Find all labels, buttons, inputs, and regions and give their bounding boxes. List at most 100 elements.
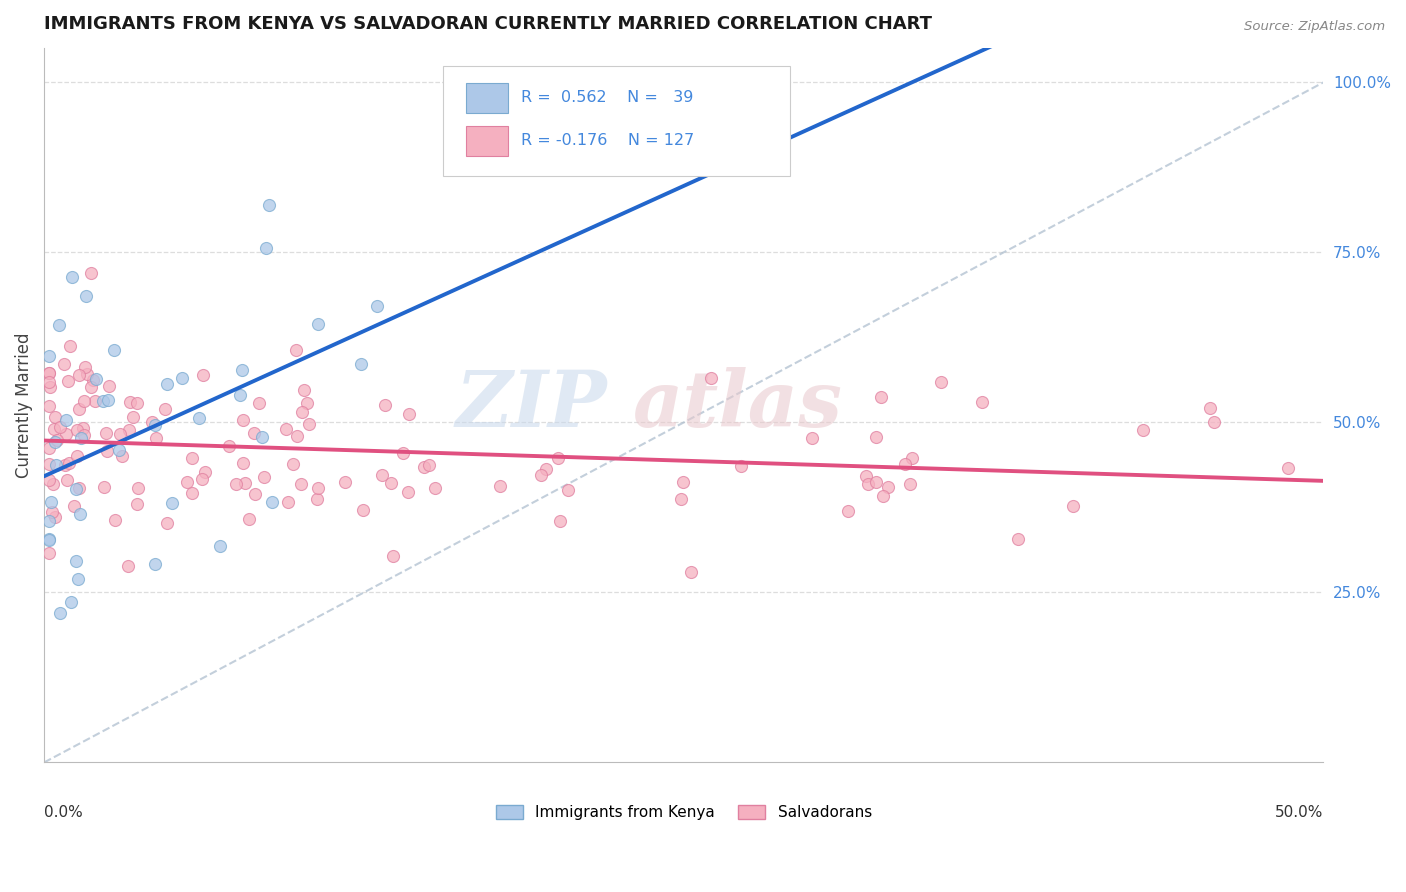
Text: 0.0%: 0.0% <box>44 805 83 821</box>
Point <box>307 318 329 332</box>
Point <box>125 396 148 410</box>
Point <box>1199 401 1222 416</box>
Point <box>38 441 60 455</box>
Point <box>94 426 117 441</box>
Point <box>97 393 120 408</box>
Point <box>120 394 142 409</box>
Point <box>233 475 256 490</box>
Point <box>398 407 420 421</box>
Point <box>176 475 198 489</box>
Point <box>870 390 893 404</box>
Point <box>69 507 91 521</box>
Point <box>38 532 60 546</box>
Point <box>96 444 118 458</box>
Point <box>290 476 312 491</box>
Point <box>44 509 66 524</box>
Point <box>254 241 277 255</box>
Point <box>229 388 252 402</box>
Point <box>547 450 569 465</box>
Point <box>1277 460 1299 475</box>
Point <box>59 594 82 608</box>
Point <box>380 475 402 490</box>
Point <box>231 363 253 377</box>
Point <box>672 475 695 489</box>
Point <box>80 379 103 393</box>
Point <box>156 516 179 531</box>
Point <box>117 558 139 573</box>
Point <box>187 411 209 425</box>
Point <box>257 198 280 212</box>
Point <box>63 499 86 513</box>
Point <box>84 393 107 408</box>
Point <box>141 415 163 429</box>
FancyBboxPatch shape <box>467 126 509 155</box>
Point <box>274 422 297 436</box>
Point <box>243 486 266 500</box>
Text: R = -0.176    N = 127: R = -0.176 N = 127 <box>522 133 695 148</box>
Point <box>285 429 308 443</box>
Point <box>243 425 266 440</box>
Point <box>894 458 917 472</box>
Point <box>172 371 194 385</box>
Point <box>38 514 60 528</box>
Point <box>39 495 62 509</box>
Point <box>76 367 98 381</box>
Point <box>104 512 127 526</box>
Point <box>122 409 145 424</box>
Point <box>530 467 553 482</box>
Point <box>225 477 247 491</box>
Point <box>66 449 89 463</box>
Point <box>59 339 82 353</box>
Point <box>55 458 77 472</box>
Point <box>232 456 254 470</box>
Point <box>38 545 60 559</box>
Point <box>218 439 240 453</box>
Point <box>55 413 77 427</box>
Point <box>49 606 72 620</box>
Point <box>73 428 96 442</box>
Point <box>557 483 579 498</box>
Point <box>1204 416 1226 430</box>
Text: atlas: atlas <box>633 368 842 443</box>
Point <box>65 482 87 496</box>
Point <box>67 368 90 383</box>
Point <box>284 343 307 357</box>
Point <box>877 480 900 494</box>
Point <box>181 450 204 465</box>
Point <box>56 473 79 487</box>
Point <box>91 393 114 408</box>
Point <box>67 482 90 496</box>
Point <box>855 469 877 483</box>
Point <box>45 434 67 448</box>
Point <box>413 460 436 475</box>
FancyBboxPatch shape <box>443 66 790 176</box>
Point <box>488 479 510 493</box>
Point <box>872 489 894 503</box>
Point <box>65 554 87 568</box>
Point <box>111 450 134 464</box>
Point <box>247 396 270 410</box>
Point <box>371 468 394 483</box>
Point <box>75 289 97 303</box>
Point <box>700 370 723 384</box>
Point <box>97 378 120 392</box>
Point <box>1007 533 1029 547</box>
Point <box>41 506 63 520</box>
Point <box>423 481 446 495</box>
Point <box>38 375 60 389</box>
Point <box>253 470 276 484</box>
Point <box>48 318 70 333</box>
Point <box>391 445 413 459</box>
Point <box>801 431 824 445</box>
Point <box>260 495 283 509</box>
Point <box>901 451 924 466</box>
Point <box>194 465 217 479</box>
Point <box>669 492 692 507</box>
Point <box>143 557 166 571</box>
Point <box>350 358 373 372</box>
Text: IMMIGRANTS FROM KENYA VS SALVADORAN CURRENTLY MARRIED CORRELATION CHART: IMMIGRANTS FROM KENYA VS SALVADORAN CURR… <box>44 15 932 33</box>
Point <box>730 458 752 473</box>
Point <box>56 375 79 389</box>
Point <box>38 366 60 380</box>
Point <box>73 393 96 408</box>
